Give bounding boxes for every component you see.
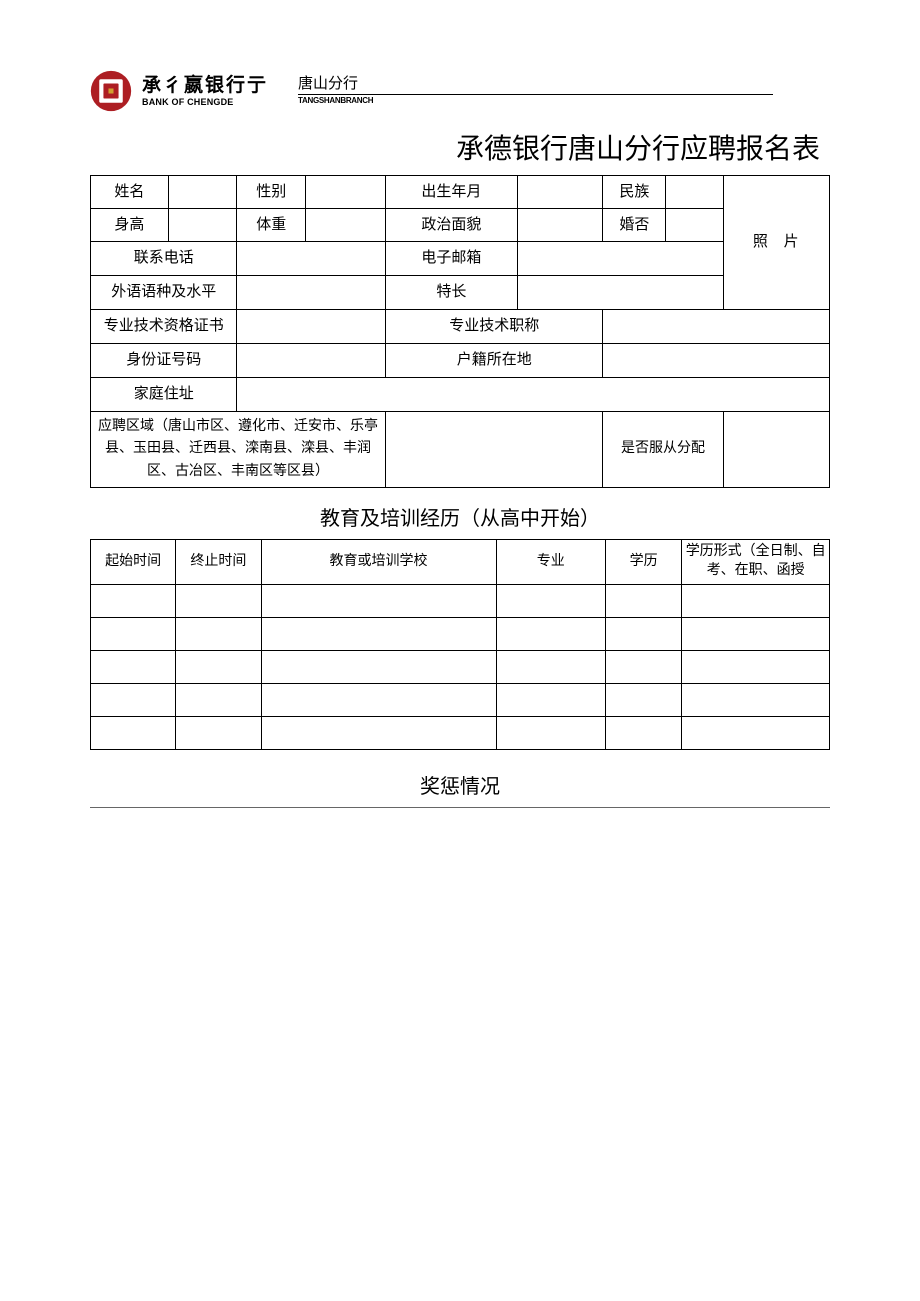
edu-start[interactable] [91, 651, 176, 684]
edu-end[interactable] [176, 684, 261, 717]
value-protitle[interactable] [603, 310, 830, 344]
edu-end[interactable] [176, 618, 261, 651]
value-email[interactable] [517, 242, 723, 276]
value-height[interactable] [168, 209, 237, 242]
value-married[interactable] [666, 209, 723, 242]
bank-logo-icon [90, 70, 132, 112]
edu-major[interactable] [496, 618, 605, 651]
edu-start[interactable] [91, 585, 176, 618]
edu-hdr-degree: 学历 [605, 540, 682, 585]
label-specialty: 特长 [386, 276, 518, 310]
edu-degree[interactable] [605, 651, 682, 684]
edu-start[interactable] [91, 684, 176, 717]
edu-hdr-major: 专业 [496, 540, 605, 585]
label-ethnic: 民族 [603, 176, 666, 209]
edu-school[interactable] [261, 684, 496, 717]
edu-form[interactable] [682, 684, 830, 717]
label-email: 电子邮箱 [386, 242, 518, 276]
edu-school[interactable] [261, 651, 496, 684]
value-language[interactable] [237, 276, 386, 310]
value-phone[interactable] [237, 242, 386, 276]
edu-major[interactable] [496, 717, 605, 750]
label-birth: 出生年月 [386, 176, 518, 209]
label-cert: 专业技术资格证书 [91, 310, 237, 344]
label-married: 婚否 [603, 209, 666, 242]
label-phone: 联系电话 [91, 242, 237, 276]
edu-hdr-end: 终止时间 [176, 540, 261, 585]
value-birth[interactable] [517, 176, 603, 209]
label-weight: 体重 [237, 209, 306, 242]
value-ethnic[interactable] [666, 176, 723, 209]
label-language: 外语语种及水平 [91, 276, 237, 310]
edu-row [91, 585, 830, 618]
edu-degree[interactable] [605, 585, 682, 618]
edu-row [91, 651, 830, 684]
edu-major[interactable] [496, 585, 605, 618]
edu-school[interactable] [261, 585, 496, 618]
value-address[interactable] [237, 378, 830, 412]
edu-form[interactable] [682, 618, 830, 651]
label-address: 家庭住址 [91, 378, 237, 412]
bank-name-cn: 承彳嬴银行亍 [142, 76, 268, 95]
education-table: 起始时间 终止时间 教育或培训学校 专业 学历 学历形式（全日制、自考、在职、函… [90, 539, 830, 750]
edu-end[interactable] [176, 585, 261, 618]
value-cert[interactable] [237, 310, 386, 344]
label-name: 姓名 [91, 176, 169, 209]
value-weight[interactable] [306, 209, 386, 242]
value-domicile[interactable] [603, 344, 830, 378]
edu-row [91, 618, 830, 651]
value-gender[interactable] [306, 176, 386, 209]
bank-name-en: BANK OF CHENGDE [142, 98, 268, 107]
label-domicile: 户籍所在地 [386, 344, 603, 378]
edu-start[interactable] [91, 618, 176, 651]
value-specialty[interactable] [517, 276, 723, 310]
edu-degree[interactable] [605, 618, 682, 651]
edu-major[interactable] [496, 651, 605, 684]
applicant-info-table: 姓名 性别 出生年月 民族 照 片 身高 体重 政治面貌 婚否 联系电话 电子邮… [90, 175, 830, 488]
edu-form[interactable] [682, 651, 830, 684]
edu-hdr-start: 起始时间 [91, 540, 176, 585]
value-politics[interactable] [517, 209, 603, 242]
logo-block: 承彳嬴银行亍 BANK OF CHENGDE [90, 70, 268, 112]
edu-major[interactable] [496, 684, 605, 717]
edu-degree[interactable] [605, 684, 682, 717]
edu-school[interactable] [261, 717, 496, 750]
edu-row [91, 717, 830, 750]
edu-hdr-school: 教育或培训学校 [261, 540, 496, 585]
edu-end[interactable] [176, 651, 261, 684]
value-idno[interactable] [237, 344, 386, 378]
label-idno: 身份证号码 [91, 344, 237, 378]
header: 承彳嬴银行亍 BANK OF CHENGDE 唐山分行 TANGSHANBRAN… [90, 70, 830, 112]
edu-school[interactable] [261, 618, 496, 651]
edu-form[interactable] [682, 585, 830, 618]
document-title: 承德银行唐山分行应聘报名表 [90, 127, 830, 167]
edu-end[interactable] [176, 717, 261, 750]
edu-hdr-form: 学历形式（全日制、自考、在职、函授 [682, 540, 830, 585]
branch-block: 唐山分行 TANGSHANBRANCH [298, 72, 773, 105]
edu-row [91, 684, 830, 717]
value-region[interactable] [386, 412, 603, 488]
edu-start[interactable] [91, 717, 176, 750]
label-politics: 政治面貌 [386, 209, 518, 242]
edu-degree[interactable] [605, 717, 682, 750]
branch-name-en: TANGSHANBRANCH [298, 96, 773, 105]
education-section-title: 教育及培训经历（从高中开始） [90, 502, 830, 531]
value-obey[interactable] [723, 412, 829, 488]
label-gender: 性别 [237, 176, 306, 209]
photo-cell[interactable]: 照 片 [723, 176, 829, 310]
label-height: 身高 [91, 209, 169, 242]
value-name[interactable] [168, 176, 237, 209]
branch-name-cn: 唐山分行 [298, 72, 773, 95]
label-protitle: 专业技术职称 [386, 310, 603, 344]
edu-form[interactable] [682, 717, 830, 750]
awards-section-title: 奖惩情况 [90, 770, 830, 808]
label-region: 应聘区域（唐山市区、遵化市、迁安市、乐亭县、玉田县、迁西县、滦南县、滦县、丰润区… [91, 412, 386, 488]
label-obey: 是否服从分配 [603, 412, 723, 488]
